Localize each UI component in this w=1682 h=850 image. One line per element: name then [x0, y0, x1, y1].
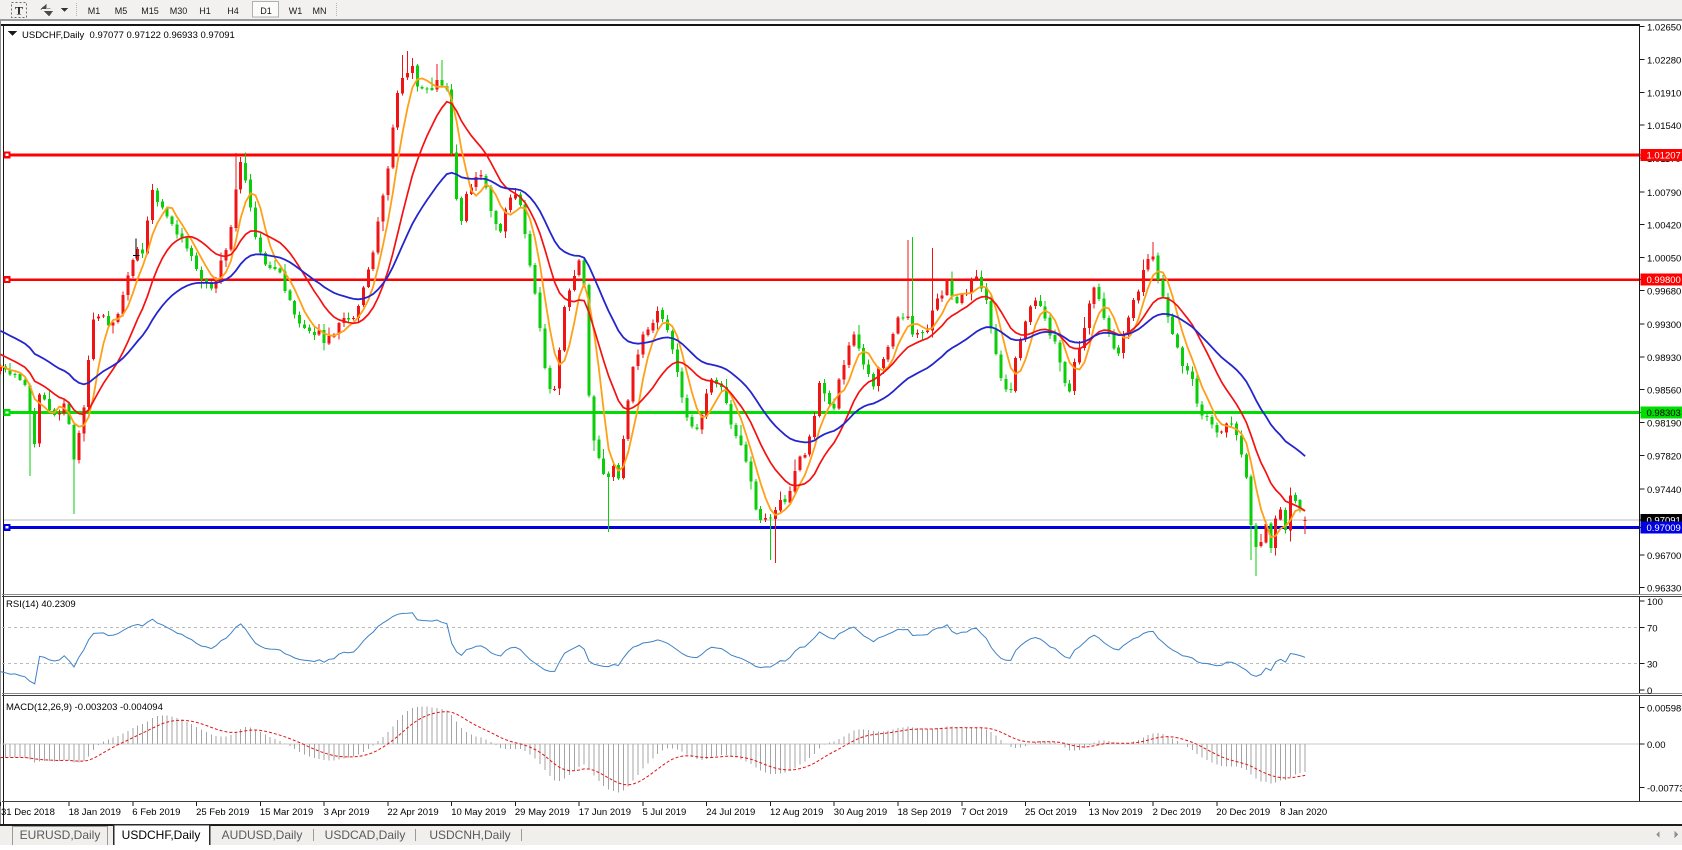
- svg-text:1.01540: 1.01540: [1647, 121, 1681, 132]
- svg-text:1.02650: 1.02650: [1647, 23, 1681, 34]
- svg-text:15 Mar 2019: 15 Mar 2019: [260, 807, 313, 818]
- svg-text:M30: M30: [170, 6, 188, 16]
- svg-text:24 Jul 2019: 24 Jul 2019: [706, 807, 755, 818]
- svg-text:AUDUSD,Daily: AUDUSD,Daily: [222, 828, 303, 842]
- svg-text:20 Dec 2019: 20 Dec 2019: [1216, 807, 1270, 818]
- svg-text:0.98930: 0.98930: [1647, 353, 1681, 364]
- svg-text:10 May 2019: 10 May 2019: [451, 807, 506, 818]
- svg-text:6 Feb 2019: 6 Feb 2019: [132, 807, 180, 818]
- svg-text:-0.007732: -0.007732: [1647, 784, 1682, 795]
- svg-text:30: 30: [1647, 659, 1658, 670]
- svg-text:USDCNH,Daily: USDCNH,Daily: [429, 828, 510, 842]
- svg-text:0.99680: 0.99680: [1647, 286, 1681, 297]
- svg-text:0.97009: 0.97009: [1647, 523, 1681, 534]
- svg-text:100: 100: [1647, 597, 1663, 608]
- svg-text:31 Dec 2018: 31 Dec 2018: [1, 807, 55, 818]
- svg-text:T: T: [15, 4, 23, 18]
- svg-text:29 May 2019: 29 May 2019: [515, 807, 570, 818]
- svg-text:5 Jul 2019: 5 Jul 2019: [643, 807, 687, 818]
- svg-text:1.01910: 1.01910: [1647, 88, 1681, 99]
- svg-text:18 Jan 2019: 18 Jan 2019: [69, 807, 121, 818]
- svg-text:1.01207: 1.01207: [1647, 150, 1681, 161]
- svg-text:0.98190: 0.98190: [1647, 419, 1681, 430]
- svg-text:0: 0: [1647, 686, 1652, 697]
- svg-text:0.96330: 0.96330: [1647, 584, 1681, 595]
- svg-text:1.00790: 1.00790: [1647, 188, 1681, 199]
- svg-text:MACD(12,26,9) -0.003203 -0.004: MACD(12,26,9) -0.003203 -0.004094: [6, 702, 163, 713]
- svg-text:0.00: 0.00: [1647, 740, 1666, 751]
- svg-text:3 Apr 2019: 3 Apr 2019: [324, 807, 370, 818]
- svg-text:17 Jun 2019: 17 Jun 2019: [579, 807, 631, 818]
- svg-text:25 Feb 2019: 25 Feb 2019: [196, 807, 249, 818]
- svg-text:1.02280: 1.02280: [1647, 56, 1681, 67]
- svg-text:0.97820: 0.97820: [1647, 451, 1681, 462]
- svg-text:H4: H4: [227, 6, 239, 16]
- svg-text:MN: MN: [313, 6, 327, 16]
- svg-text:0.005986: 0.005986: [1647, 704, 1682, 715]
- svg-text:1.00050: 1.00050: [1647, 254, 1681, 265]
- svg-text:USDCHF,Daily 0.97077 0.97122: USDCHF,Daily 0.97077 0.97122 0.96933 0.9…: [22, 30, 235, 41]
- svg-text:18 Sep 2019: 18 Sep 2019: [898, 807, 952, 818]
- svg-text:H1: H1: [199, 6, 211, 16]
- svg-text:USDCAD,Daily: USDCAD,Daily: [325, 828, 406, 842]
- svg-text:30 Aug 2019: 30 Aug 2019: [834, 807, 887, 818]
- svg-text:USDCHF,Daily: USDCHF,Daily: [122, 828, 201, 842]
- svg-text:EURUSD,Daily: EURUSD,Daily: [20, 828, 101, 842]
- svg-text:M15: M15: [141, 6, 159, 16]
- svg-text:W1: W1: [289, 6, 303, 16]
- svg-text:25 Oct 2019: 25 Oct 2019: [1025, 807, 1077, 818]
- svg-text:0.99300: 0.99300: [1647, 320, 1681, 331]
- svg-text:RSI(14) 40.2309: RSI(14) 40.2309: [6, 599, 76, 610]
- svg-text:13 Nov 2019: 13 Nov 2019: [1089, 807, 1143, 818]
- svg-text:M1: M1: [88, 6, 101, 16]
- svg-text:M5: M5: [115, 6, 128, 16]
- svg-text:22 Apr 2019: 22 Apr 2019: [387, 807, 438, 818]
- svg-text:D1: D1: [260, 6, 272, 16]
- svg-text:0.98303: 0.98303: [1647, 408, 1681, 419]
- svg-text:0.96700: 0.96700: [1647, 551, 1681, 562]
- svg-text:0.98560: 0.98560: [1647, 386, 1681, 397]
- svg-text:2 Dec 2019: 2 Dec 2019: [1153, 807, 1202, 818]
- svg-text:70: 70: [1647, 624, 1658, 635]
- svg-text:1.00420: 1.00420: [1647, 221, 1681, 232]
- svg-text:8 Jan 2020: 8 Jan 2020: [1280, 807, 1327, 818]
- svg-text:0.99800: 0.99800: [1647, 275, 1681, 286]
- svg-text:7 Oct 2019: 7 Oct 2019: [961, 807, 1007, 818]
- svg-text:0.97440: 0.97440: [1647, 485, 1681, 496]
- svg-text:12 Aug 2019: 12 Aug 2019: [770, 807, 823, 818]
